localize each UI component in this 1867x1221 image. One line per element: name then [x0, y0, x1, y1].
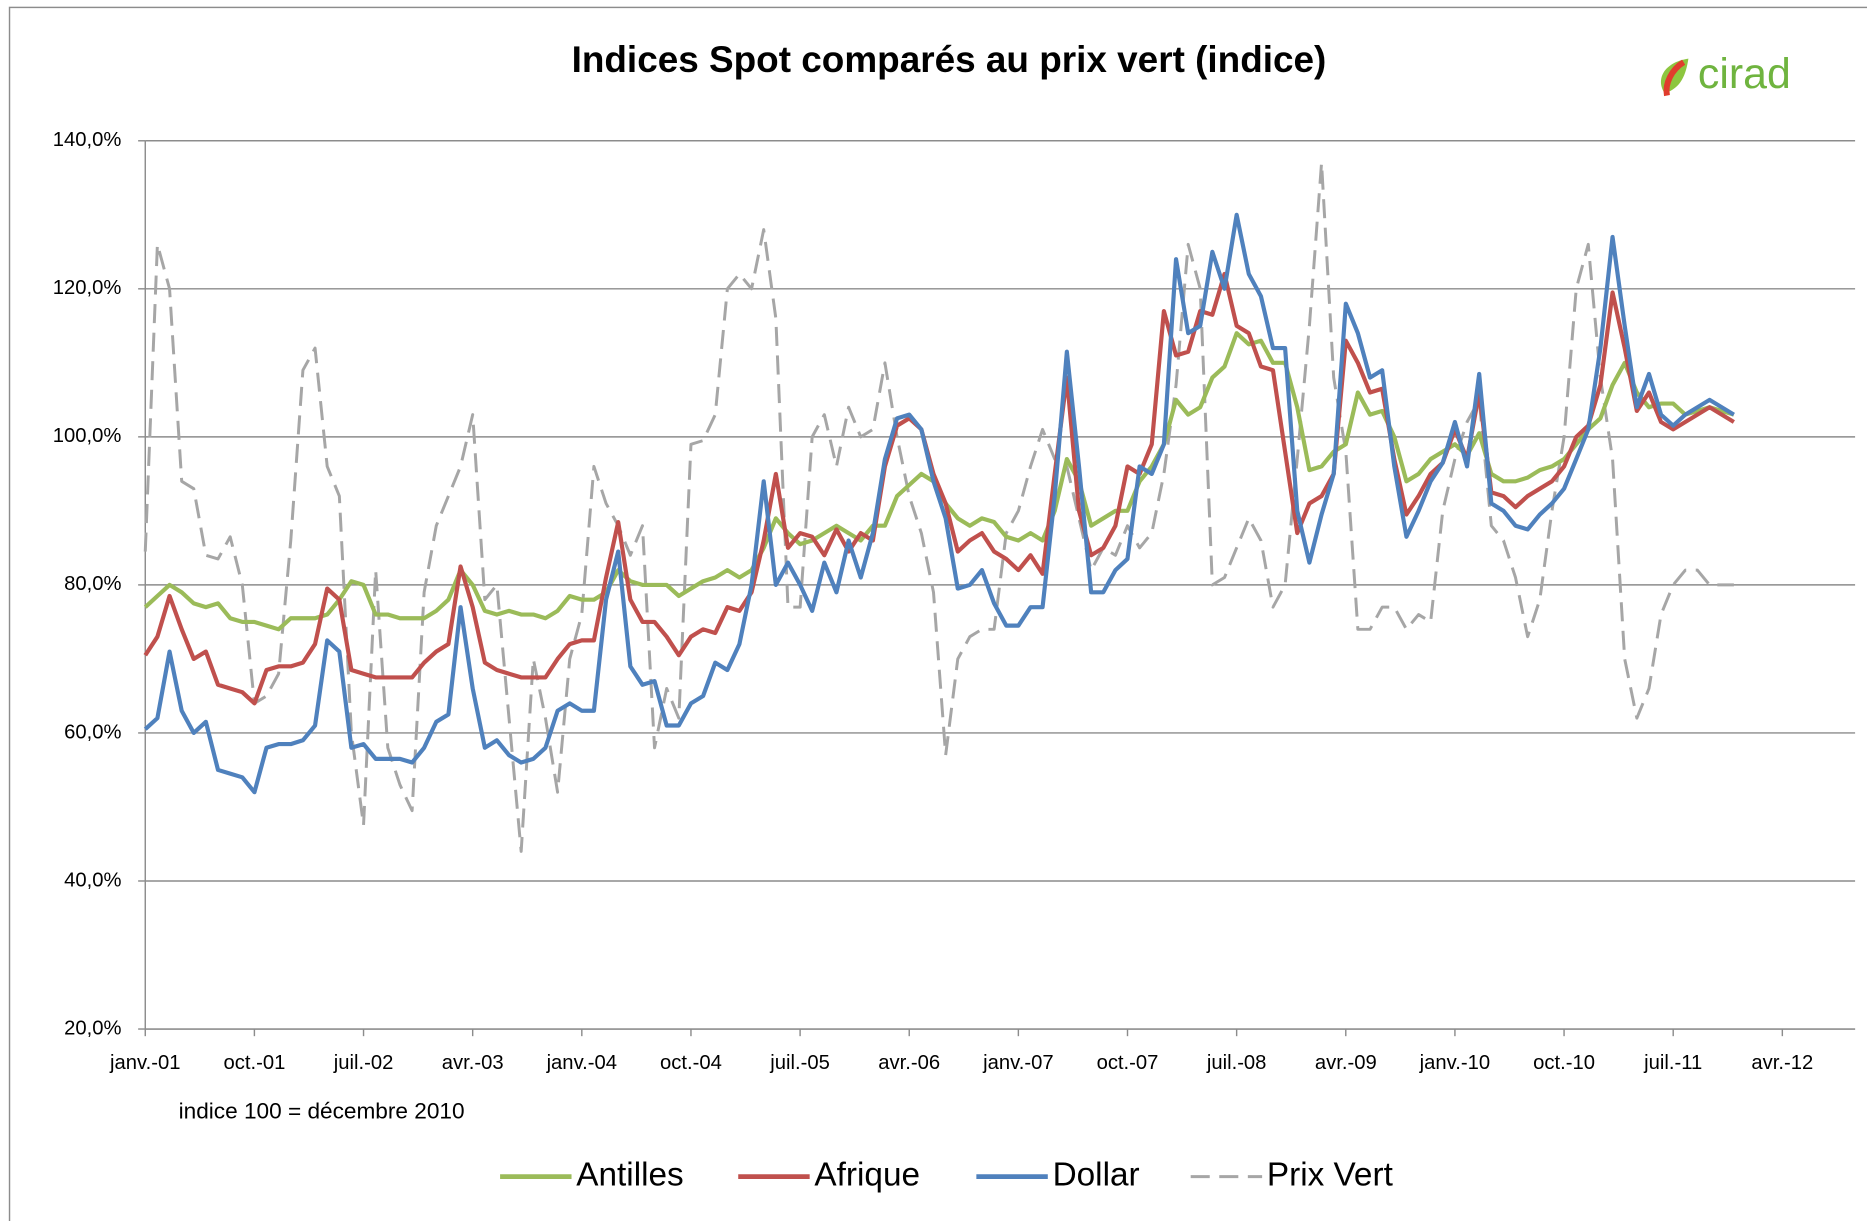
legend-label: Antilles [576, 1156, 683, 1193]
x-tick-label: avr.-06 [878, 1052, 940, 1074]
y-tick-label: 140,0% [53, 129, 122, 151]
x-tick-label: juil.-05 [769, 1052, 830, 1074]
x-tick-label: juil.-02 [333, 1052, 394, 1074]
x-tick-label: oct.-07 [1097, 1052, 1159, 1074]
y-tick-label: 100,0% [53, 425, 122, 447]
x-tick-label: avr.-09 [1315, 1052, 1377, 1074]
x-tick-label: oct.-04 [660, 1052, 722, 1074]
chart-title: Indices Spot comparés au prix vert (indi… [572, 39, 1327, 80]
legend-label: Afrique [814, 1156, 920, 1193]
y-tick-label: 80,0% [64, 573, 121, 595]
x-tick-label: juil.-11 [1643, 1052, 1702, 1074]
x-tick-label: janv.-04 [546, 1052, 617, 1074]
x-tick-label: avr.-03 [442, 1052, 504, 1074]
x-tick-label: janv.-01 [109, 1052, 180, 1074]
logo-stem [1663, 59, 1686, 97]
y-tick-label: 20,0% [64, 1017, 121, 1039]
y-tick-label: 120,0% [53, 277, 122, 299]
x-tick-label: oct.-01 [223, 1052, 285, 1074]
logo-text: cirad [1698, 50, 1791, 98]
x-tick-label: avr.-12 [1751, 1052, 1813, 1074]
x-tick-label: juil.-08 [1206, 1052, 1267, 1074]
chart-border [8, 6, 1867, 1221]
annotation: indice 100 = décembre 2010 [179, 1098, 465, 1123]
x-tick-label: oct.-10 [1533, 1052, 1595, 1074]
series-line [143, 161, 1734, 853]
x-tick-label: janv.-10 [1419, 1052, 1490, 1074]
x-tick-label: janv.-07 [982, 1052, 1053, 1074]
legend-label: Prix Vert [1267, 1156, 1394, 1193]
legend-label: Dollar [1053, 1156, 1140, 1193]
y-tick-label: 40,0% [64, 869, 121, 891]
y-tick-label: 60,0% [64, 721, 121, 743]
series-line [143, 212, 1735, 795]
